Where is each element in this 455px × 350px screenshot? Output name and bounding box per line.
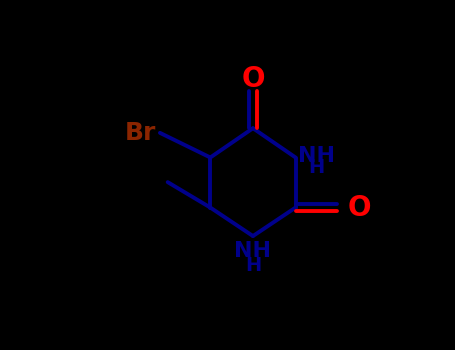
- Text: H: H: [245, 256, 261, 275]
- Text: NH: NH: [298, 146, 335, 166]
- Text: O: O: [347, 194, 371, 222]
- Text: Br: Br: [125, 121, 156, 145]
- Text: NH: NH: [234, 241, 272, 261]
- Text: H: H: [308, 158, 324, 177]
- Text: O: O: [241, 65, 265, 93]
